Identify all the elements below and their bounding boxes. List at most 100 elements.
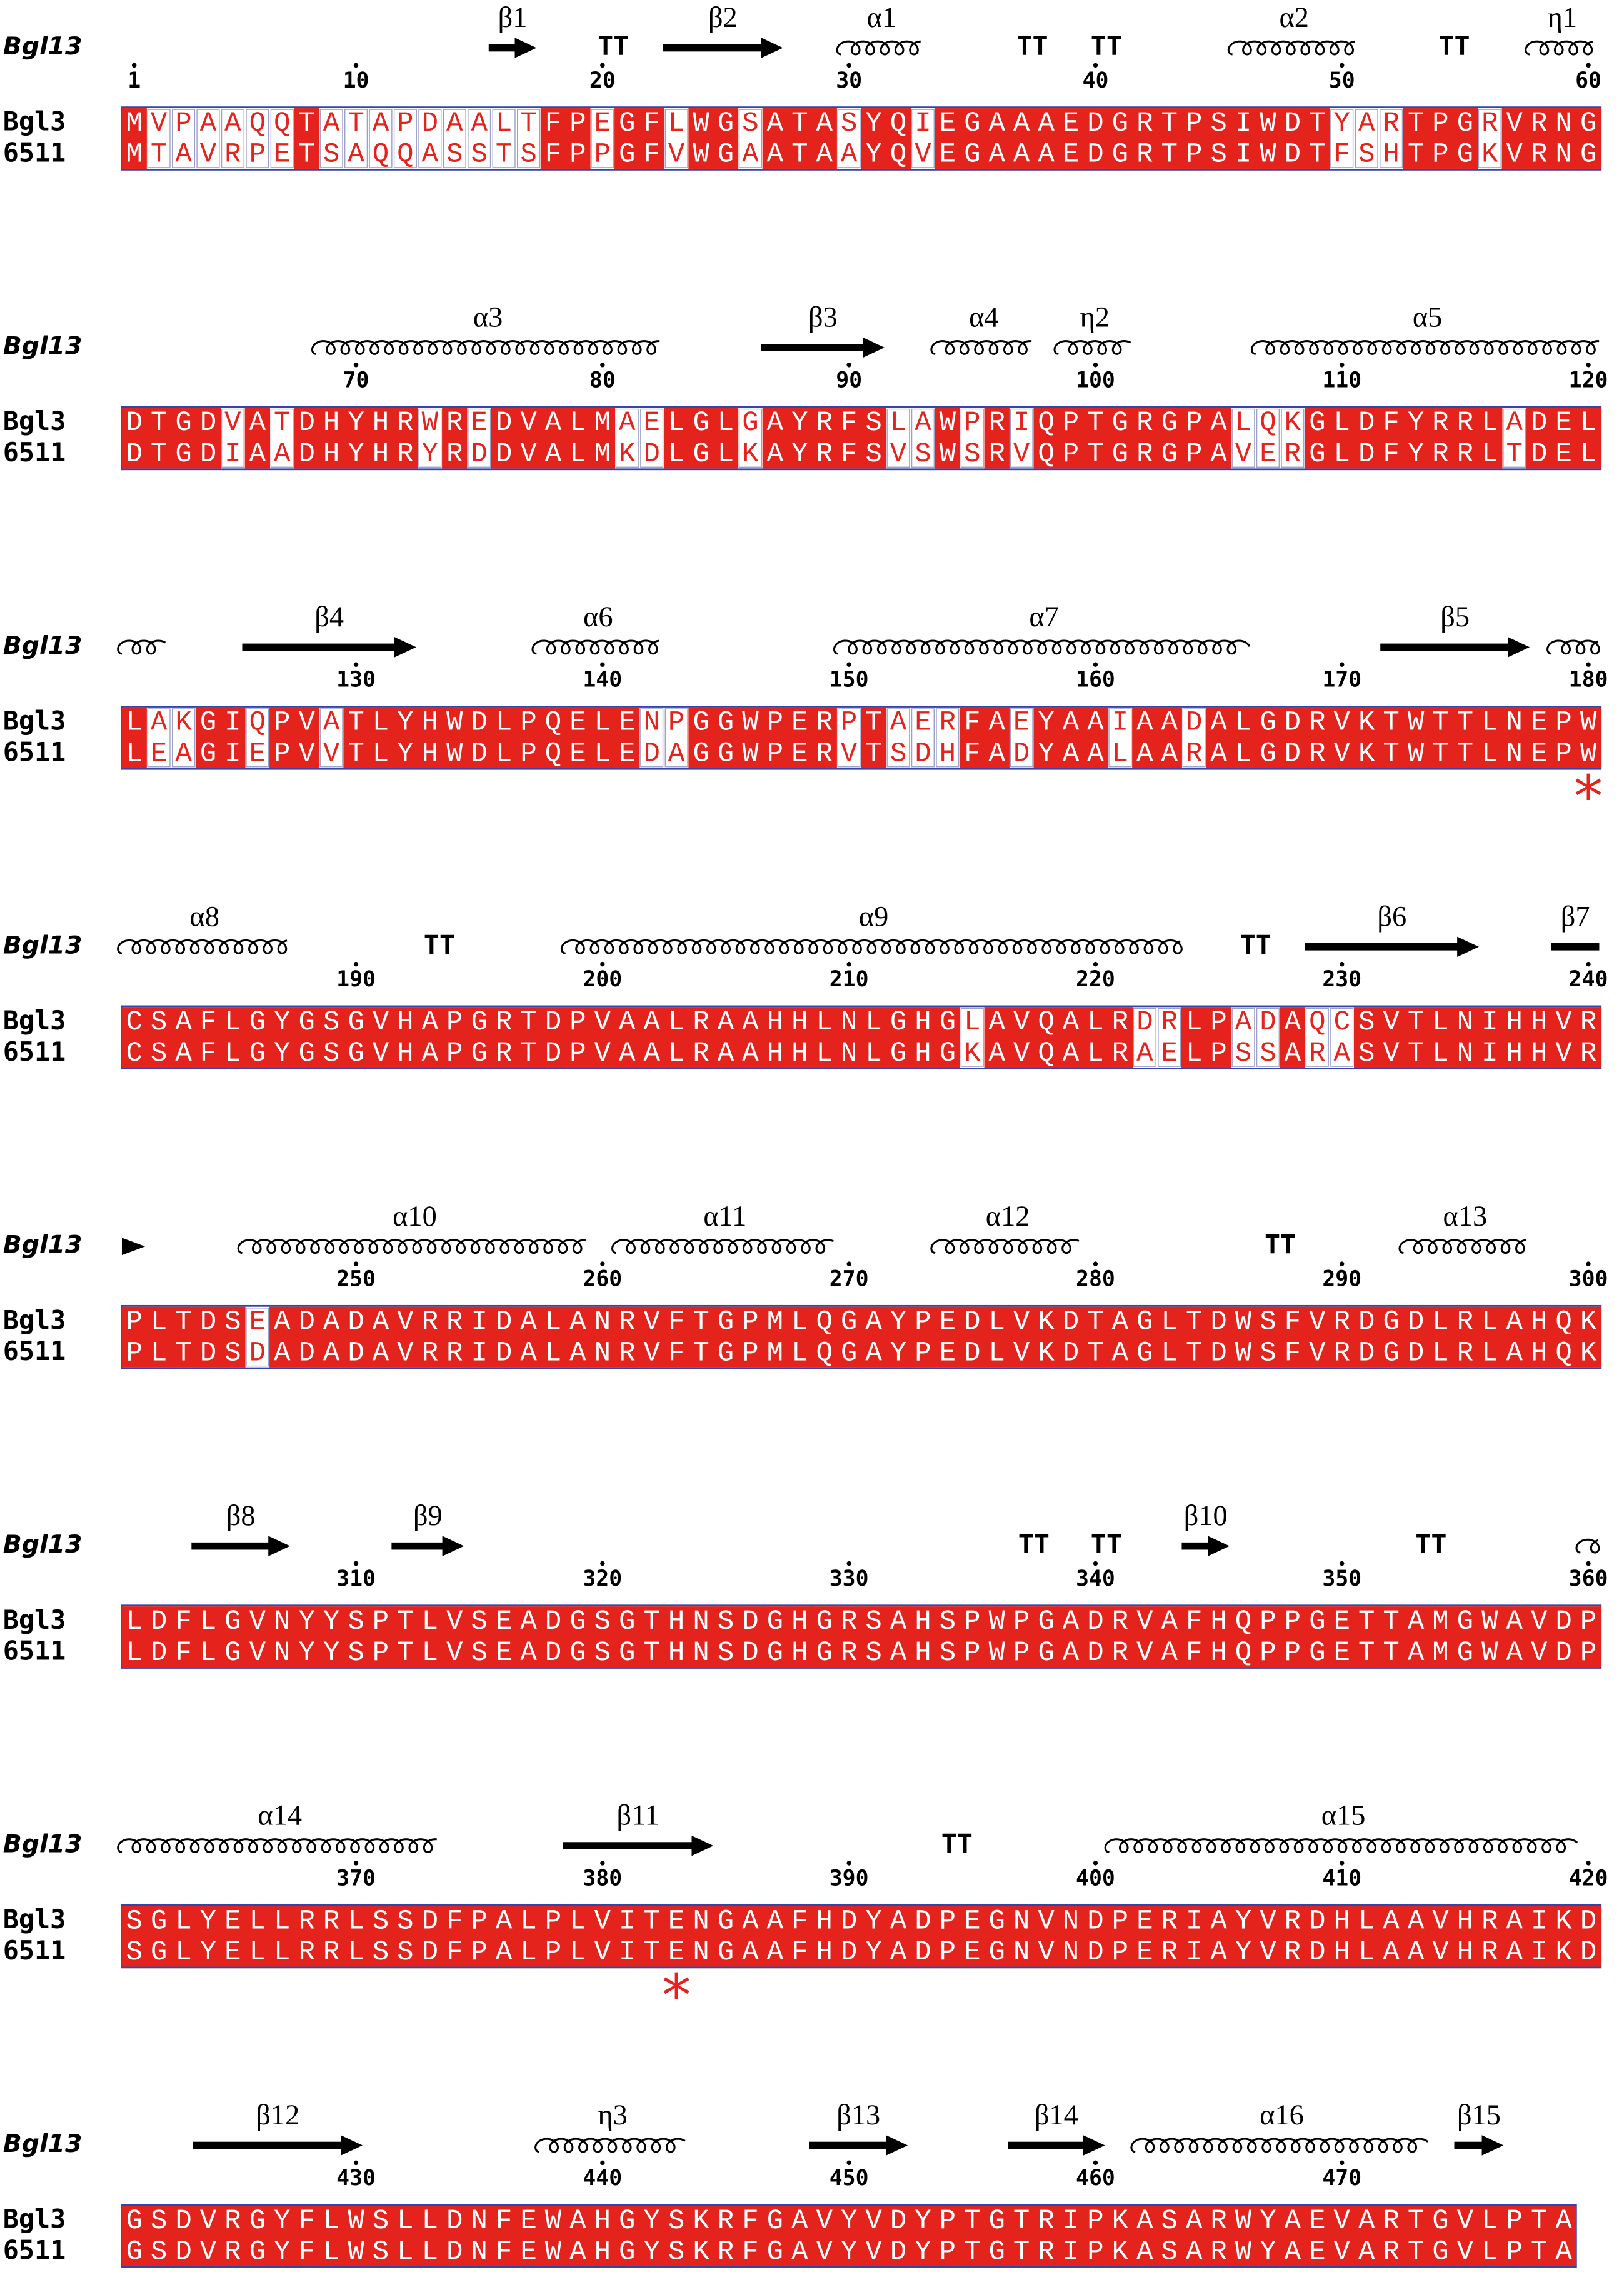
identical-cell (811, 1306, 837, 1368)
identical-cell (343, 707, 369, 768)
identical-cell (688, 408, 714, 469)
ruler-number: 410 (1322, 1866, 1361, 1891)
identical-cell (1452, 2205, 1478, 2266)
identical-cell (540, 2205, 566, 2266)
structure-label: η1 (1548, 2, 1577, 34)
variable-cell (911, 109, 935, 168)
variable-cell (837, 109, 861, 168)
variable-cell (911, 408, 935, 468)
identical-cell (565, 1606, 591, 1668)
ruler-number: 60 (1575, 68, 1601, 93)
identical-cell (1058, 1007, 1084, 1068)
ruler-dot (1093, 961, 1098, 967)
identical-cell (417, 1606, 443, 1668)
helix (534, 2138, 686, 2153)
variable-cell (246, 708, 269, 768)
ruler-dot (600, 662, 605, 667)
identical-cell (318, 1306, 344, 1368)
identical-cell (1083, 1007, 1108, 1068)
structure-label: α1 (867, 2, 896, 34)
identical-cell (1575, 1606, 1601, 1668)
strand-head (1481, 2135, 1504, 2156)
identical-cell (1329, 2205, 1355, 2266)
identical-cell (1280, 707, 1306, 768)
ruler-number: 390 (830, 1866, 869, 1891)
identical-cell (491, 2205, 517, 2266)
identical-cell (1008, 1906, 1035, 1967)
variable-cell (1158, 1008, 1181, 1067)
identical-cell (1329, 1906, 1355, 1967)
identical-cell (984, 108, 1010, 169)
identical-cell (1452, 707, 1478, 768)
identical-cell (220, 2205, 246, 2266)
identical-cell (1156, 707, 1182, 768)
variable-cell (960, 408, 984, 468)
identical-cell (589, 1306, 616, 1368)
ruler-dot (353, 63, 359, 68)
structure-label: α4 (969, 302, 998, 334)
identical-cell (368, 408, 394, 469)
identical-cell (713, 2205, 739, 2266)
identical-cell (1501, 1306, 1527, 1368)
variable-cell (516, 109, 541, 168)
identical-cell (1305, 1906, 1330, 1967)
identical-cell (195, 1606, 221, 1668)
variable-cell (1256, 1008, 1280, 1067)
identical-cell (960, 1906, 985, 1967)
ruler-number: 100 (1076, 368, 1115, 393)
identical-cell (1428, 707, 1453, 768)
ruler-number: 130 (336, 668, 376, 693)
variable-cell (393, 109, 417, 168)
identical-cell (1477, 707, 1503, 768)
turn-label: TT (1091, 1529, 1122, 1559)
strand-body (1454, 2141, 1485, 2149)
strand-body (663, 44, 764, 52)
variable-cell (319, 708, 343, 768)
ruler-number: 240 (1569, 967, 1608, 992)
identical-cell (960, 2205, 985, 2266)
identical-cell (1428, 1306, 1453, 1368)
identical-cell (1305, 707, 1330, 768)
identical-cell (1083, 108, 1108, 169)
identical-cell (516, 1007, 541, 1068)
variable-cell (1380, 109, 1403, 168)
sequence-name: 6511 (3, 1036, 66, 1067)
identical-cell (589, 707, 616, 768)
identical-cell (1132, 108, 1158, 169)
identical-cell (614, 2205, 640, 2266)
identical-cell (294, 1306, 319, 1368)
identical-cell (540, 1306, 566, 1368)
variable-cell (1231, 1008, 1255, 1067)
identical-cell (1452, 1906, 1478, 1967)
identical-cell (1107, 408, 1133, 469)
identical-cell (688, 1007, 714, 1068)
identical-cell (1353, 408, 1380, 469)
identical-cell (540, 1606, 566, 1668)
identical-cell (836, 408, 862, 469)
identical-cell (1501, 2205, 1527, 2266)
identical-cell (885, 2205, 911, 2266)
ruler-number: 180 (1569, 668, 1608, 693)
ruler-number: 430 (336, 2166, 376, 2191)
identical-cell (1206, 1007, 1231, 1068)
variable-cell (1478, 109, 1501, 168)
ruler-dot (600, 2160, 605, 2166)
structure-label: β3 (808, 302, 838, 334)
ruler-dot (600, 63, 605, 68)
identical-cell (318, 408, 344, 469)
identical-cell (121, 1906, 147, 1967)
identical-cell (1280, 1007, 1306, 1068)
variable-cell (1503, 408, 1526, 468)
identical-cell (1526, 1906, 1552, 1967)
identical-cell (614, 1606, 640, 1668)
ruler-dot (600, 961, 605, 967)
ruler-label: Bgl13 (3, 1830, 83, 1859)
sequence-name: Bgl3 (3, 1604, 66, 1635)
identical-cell (738, 1606, 763, 1668)
identical-cell (1083, 2205, 1108, 2266)
identical-cell (614, 1306, 640, 1368)
structure-label: β5 (1440, 601, 1470, 633)
ruler-dot (1340, 2160, 1345, 2166)
identical-cell (195, 408, 221, 469)
ruler-label: Bgl13 (3, 1231, 83, 1259)
